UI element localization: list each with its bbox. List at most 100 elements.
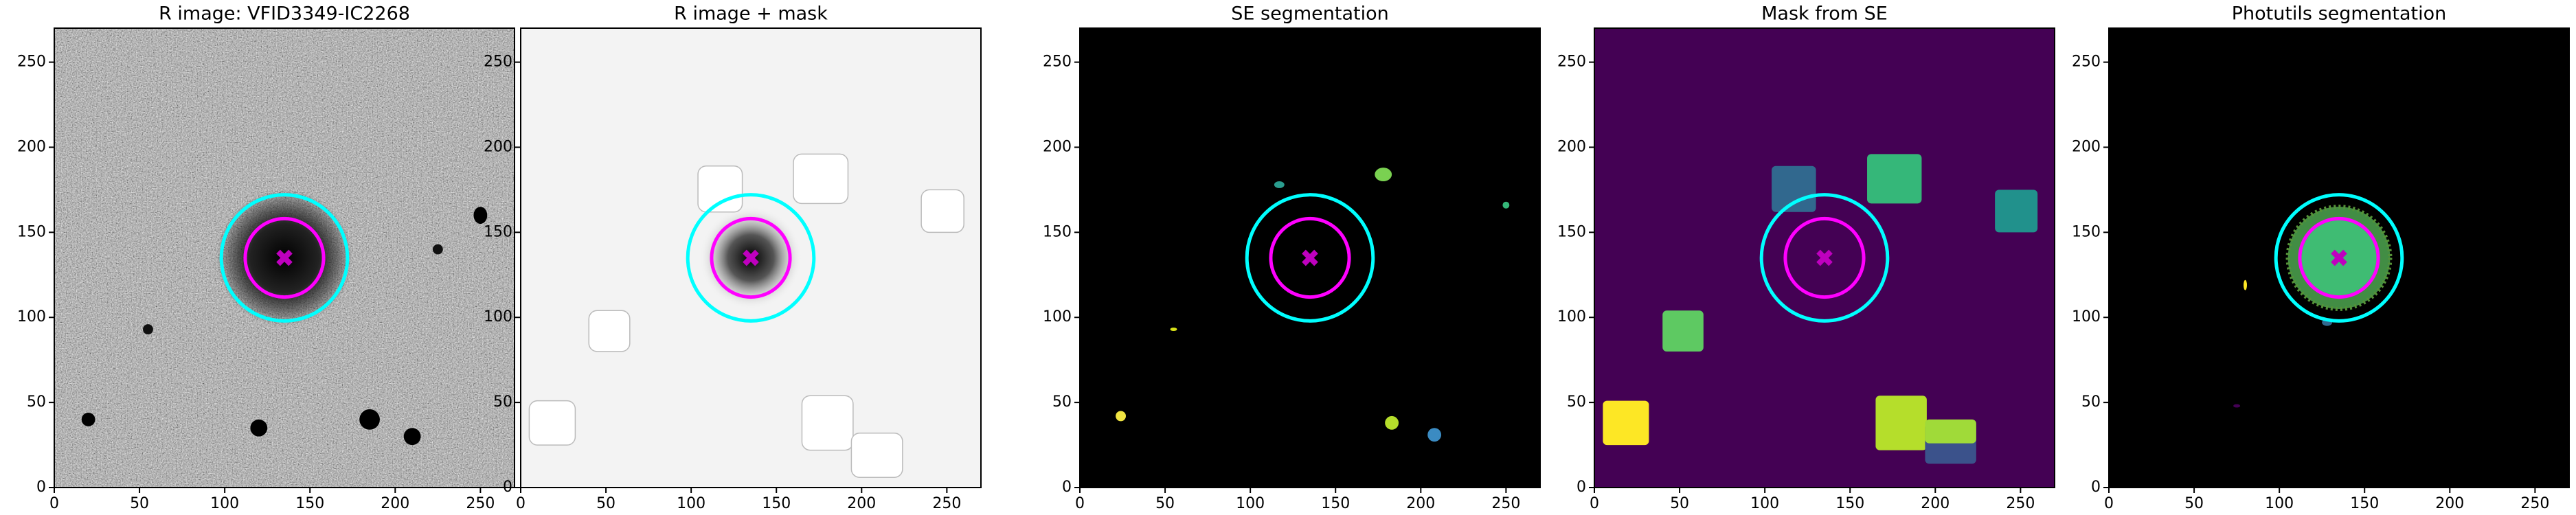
- x-tick-label: 0: [2104, 495, 2114, 512]
- image: [54, 28, 515, 488]
- source: [1385, 415, 1399, 430]
- image: [2109, 28, 2569, 488]
- y-tick-label: 250: [484, 54, 512, 71]
- y-tick-label: 0: [1062, 479, 1072, 496]
- x-tick-label: 100: [677, 495, 705, 512]
- aperture: [1245, 193, 1375, 323]
- source: [1375, 168, 1392, 182]
- mask-region: [1772, 165, 1816, 212]
- x-tick-label: 200: [381, 495, 409, 512]
- mask-region: [1925, 419, 1976, 444]
- aperture: [219, 193, 350, 323]
- x-tick-label: 150: [762, 495, 791, 512]
- x-tick-label: 50: [2184, 495, 2204, 512]
- source: [1427, 428, 1442, 442]
- y-tick-label: 100: [1557, 308, 1586, 325]
- aperture: [1269, 216, 1351, 299]
- y-tick-label: 0: [1577, 479, 1586, 496]
- aperture: [1783, 216, 1866, 299]
- x-tick-label: 50: [1670, 495, 1689, 512]
- axes-frame: [54, 27, 515, 488]
- mask-region: [1995, 190, 2038, 233]
- y-tick-label: 0: [2091, 479, 2101, 496]
- x-tick-label: 150: [1835, 495, 1864, 512]
- panel: R image + mask 0 50 100 150 200 250 0 50 100 150 20…: [484, 3, 982, 512]
- mask-region: [801, 395, 854, 451]
- x-tick-label: 200: [847, 495, 876, 512]
- y-tick-label: 200: [1557, 138, 1586, 155]
- x-tick-label: 100: [1236, 495, 1265, 512]
- x-tick-label: 150: [295, 495, 324, 512]
- x-tick-label: 250: [932, 495, 961, 512]
- x-tick-label: 200: [1406, 495, 1435, 512]
- aperture: [2298, 216, 2380, 299]
- mask-region: [697, 165, 743, 213]
- source: [1274, 181, 1285, 188]
- aperture: [243, 216, 326, 299]
- panel-title: SE segmentation: [1231, 3, 1388, 25]
- source: [473, 207, 488, 224]
- center-marker: [2331, 249, 2347, 266]
- panel: Photutils segmentation 0 50 100 150 200 250 0 50…: [2072, 3, 2570, 512]
- source: [1116, 411, 1126, 422]
- y-tick-label: 250: [1043, 54, 1072, 71]
- axes-frame: [1079, 27, 1541, 488]
- x-tick-label: 0: [1590, 495, 1599, 512]
- source: [359, 409, 380, 430]
- center-marker: [743, 249, 759, 266]
- x-tick-label: 50: [130, 495, 149, 512]
- aperture: [2274, 193, 2404, 323]
- mask-region: [1867, 154, 1922, 204]
- y-tick-label: 0: [36, 479, 46, 496]
- axes-frame: [1594, 27, 2055, 488]
- x-tick-label: 250: [1491, 495, 1520, 512]
- x-tick-label: 250: [466, 495, 495, 512]
- panel-title: Mask from SE: [1761, 3, 1888, 25]
- source: [1502, 201, 1510, 209]
- mask-region: [1875, 396, 1927, 450]
- mask-region: [850, 432, 903, 478]
- y-tick-label: 50: [1052, 393, 1072, 411]
- x-tick-label: 100: [2265, 495, 2294, 512]
- x-tick-label: 200: [1921, 495, 1950, 512]
- x-tick-label: 200: [2435, 495, 2464, 512]
- x-tick-label: 0: [1075, 495, 1085, 512]
- x-tick-label: 0: [49, 495, 59, 512]
- source: [432, 244, 443, 255]
- x-tick-label: 100: [1750, 495, 1779, 512]
- y-tick-label: 150: [484, 223, 512, 240]
- y-tick-label: 50: [493, 393, 512, 411]
- axes-frame: [520, 27, 982, 488]
- mask-region: [1603, 400, 1649, 446]
- y-tick-label: 150: [17, 223, 46, 240]
- center-marker: [1302, 249, 1318, 266]
- source: [2233, 404, 2241, 408]
- image: [521, 28, 981, 488]
- source: [1170, 328, 1177, 332]
- y-tick-label: 150: [1557, 223, 1586, 240]
- panel-title: R image: VFID3349-IC2268: [159, 3, 410, 25]
- mask-region: [920, 189, 964, 233]
- aperture: [686, 193, 816, 323]
- panel-title: R image + mask: [674, 3, 828, 25]
- y-tick-label: 150: [1043, 223, 1072, 240]
- x-tick-label: 50: [1155, 495, 1175, 512]
- source: [403, 428, 421, 446]
- image: [1594, 28, 2055, 488]
- y-tick-label: 250: [17, 54, 46, 71]
- mask-region: [528, 400, 576, 446]
- y-tick-label: 50: [1567, 393, 1586, 411]
- y-tick-label: 100: [17, 308, 46, 325]
- x-tick-label: 100: [210, 495, 239, 512]
- aperture: [1759, 193, 1890, 323]
- source: [250, 419, 268, 437]
- source: [81, 412, 95, 426]
- y-tick-label: 250: [2072, 54, 2101, 71]
- panel-title: Photutils segmentation: [2232, 3, 2447, 25]
- aperture: [710, 216, 792, 299]
- x-tick-label: 50: [596, 495, 615, 512]
- x-tick-label: 250: [2006, 495, 2035, 512]
- panel: R image: VFID3349-IC2268 0 50 100 150 200 250 0…: [17, 3, 515, 512]
- center-marker: [276, 249, 293, 266]
